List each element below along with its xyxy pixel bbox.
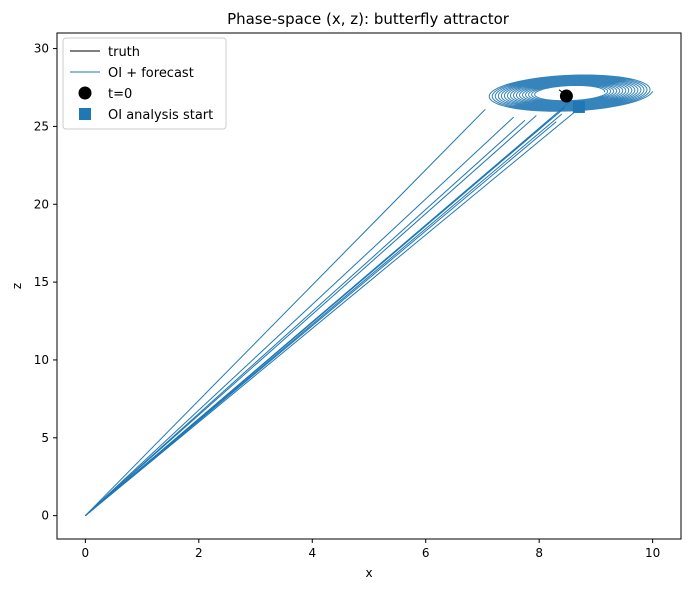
legend-oi-label: OI + forecast — [108, 66, 194, 81]
legend-t0-label: t=0 — [108, 87, 132, 102]
x-axis-label: x — [365, 566, 372, 580]
legend-box — [62, 37, 227, 130]
forecast-ray — [85, 108, 486, 516]
x-tick-label: 6 — [422, 546, 430, 560]
y-tick-label: 10 — [34, 353, 49, 367]
t0-marker — [559, 89, 573, 103]
legend-truth-label: truth — [108, 45, 140, 60]
forecast-spiral-line — [488, 74, 654, 112]
y-tick-label: 5 — [41, 431, 49, 445]
x-tick-label: 2 — [195, 546, 203, 560]
forecast-ray — [85, 115, 537, 517]
forecast-ray — [85, 110, 577, 517]
y-tick-label: 25 — [34, 119, 49, 133]
plot-frame — [56, 32, 682, 540]
y-axis-label: z — [10, 283, 24, 289]
legend-oi-start-label: OI analysis start — [108, 108, 213, 123]
oi-analysis-start-marker — [572, 100, 585, 113]
markers — [559, 89, 585, 113]
chart-title: Phase-space (x, z): butterfly attractor — [227, 10, 510, 28]
legend-t0-swatch — [78, 86, 92, 100]
legend-oi-start-swatch — [79, 108, 91, 120]
forecast-ray — [85, 113, 563, 517]
y-axis-ticks: 0 5 10 15 20 25 30 — [34, 42, 57, 523]
y-tick-label: 0 — [41, 509, 49, 523]
forecast-ray — [85, 119, 526, 517]
x-axis-ticks: 0 2 4 6 8 10 — [82, 539, 660, 560]
y-tick-label: 20 — [34, 197, 49, 211]
x-tick-label: 8 — [535, 546, 543, 560]
forecast-rays — [85, 101, 577, 517]
forecast-ray — [85, 116, 514, 517]
legend: truth OI + forecast t=0 OI analysis star… — [62, 37, 227, 130]
x-tick-label: 4 — [308, 546, 316, 560]
y-tick-label: 15 — [34, 275, 49, 289]
y-tick-label: 30 — [34, 42, 49, 56]
forecast-ray — [85, 101, 571, 517]
forecast-spiral — [488, 74, 654, 112]
x-tick-label: 10 — [645, 546, 660, 560]
x-tick-label: 0 — [82, 546, 90, 560]
